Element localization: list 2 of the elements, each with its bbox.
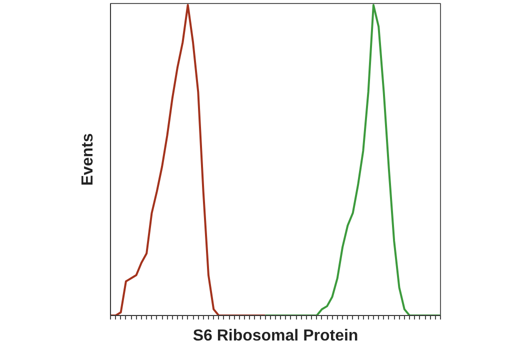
y-axis-title: Events bbox=[80, 133, 96, 186]
x-axis-title: S6 Ribosomal Protein bbox=[192, 328, 358, 344]
